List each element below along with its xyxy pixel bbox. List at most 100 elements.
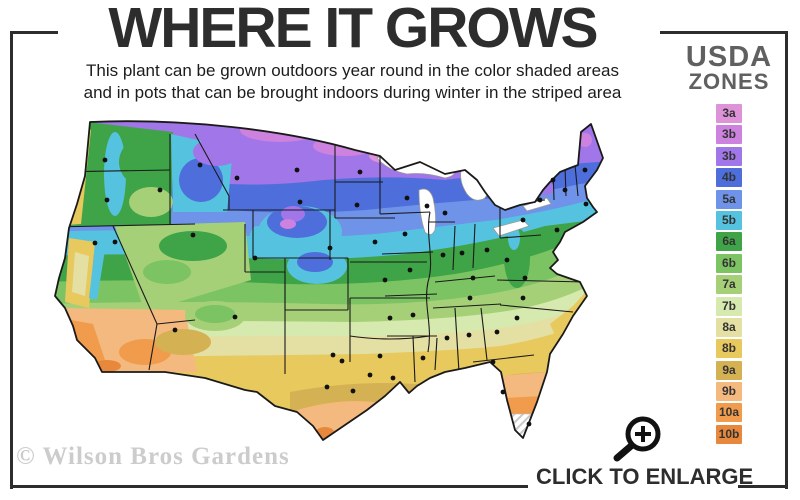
- frame-border-left: [10, 31, 13, 489]
- city-dot: [444, 335, 450, 341]
- city-dot: [583, 201, 589, 207]
- city-dots: [92, 157, 589, 427]
- frame-border-bottom-right: [738, 485, 788, 488]
- city-dot: [232, 314, 238, 320]
- city-dot: [562, 187, 568, 193]
- watermark: © Wilson Bros Gardens: [16, 443, 290, 470]
- city-dot: [470, 275, 476, 281]
- city-dot: [330, 352, 336, 358]
- legend-zone-5b: 5b: [716, 210, 742, 230]
- city-dot: [92, 240, 98, 246]
- legend-zone-6b: 6b: [716, 253, 742, 273]
- zone-patch-co-blue: [297, 252, 333, 272]
- city-dot: [197, 162, 203, 168]
- city-dot: [324, 384, 330, 390]
- city-dot: [339, 358, 345, 364]
- city-dot: [440, 252, 446, 258]
- legend-zone-8b: 8b: [716, 339, 742, 359]
- legend-heading: USDA ZONES: [670, 41, 788, 94]
- city-dot: [442, 210, 448, 216]
- zone-patch-az-rim2: [195, 305, 235, 323]
- city-dot: [520, 217, 526, 223]
- zone-patch-sierra: [89, 246, 105, 300]
- city-dot: [390, 375, 396, 381]
- frame-border-top-right: [660, 31, 788, 34]
- zone-band-9b: [297, 401, 415, 441]
- legend-heading-line2: ZONES: [688, 68, 770, 94]
- city-dot: [459, 250, 465, 256]
- legend-zone-9b: 9b: [716, 382, 742, 402]
- legend-zone-10b: 10b: [716, 424, 742, 444]
- lake-erie: [492, 219, 530, 237]
- city-dot: [466, 332, 472, 338]
- city-dot: [514, 315, 520, 321]
- magnifier-zoom-icon[interactable]: [605, 406, 667, 472]
- legend-zone-8a: 8a: [716, 317, 742, 337]
- city-dot: [172, 327, 178, 333]
- legend-heading-line1: USDA: [685, 41, 773, 73]
- city-dot: [520, 295, 526, 301]
- city-dot: [377, 353, 383, 359]
- legend-zone-6a: 6a: [716, 232, 742, 252]
- city-dot: [522, 275, 528, 281]
- zone-patch-wy-pink: [280, 219, 296, 229]
- city-dot: [252, 255, 258, 261]
- city-dot: [157, 187, 163, 193]
- city-dot: [424, 203, 430, 209]
- city-dot: [582, 167, 588, 173]
- city-dot: [357, 169, 363, 175]
- zone-patch-id-blue: [179, 158, 223, 202]
- zone-patch-ca-valley2: [72, 252, 89, 296]
- city-dot: [537, 197, 543, 203]
- city-dot: [504, 257, 510, 263]
- legend-zone-7b: 7b: [716, 296, 742, 316]
- header: WHERE IT GROWS This plant can be grown o…: [15, 0, 690, 105]
- state-borders: [55, 133, 586, 383]
- frame-border-right: [785, 31, 788, 489]
- zone-patch-fl-peach: [497, 372, 547, 398]
- zone-patch-nv-green2: [143, 260, 191, 284]
- city-dot: [494, 329, 500, 335]
- city-dot: [294, 167, 300, 173]
- city-dot: [372, 239, 378, 245]
- legend-zone-3b: 3b: [716, 125, 742, 145]
- usda-zones-legend: 3a 3b 3b 4b 5a 5b 6a 6b 7a 7b 8a 8b 9a 9b 10a 10b: [716, 104, 742, 446]
- city-dot: [354, 202, 360, 208]
- zone-patch-se-coast: [550, 286, 594, 340]
- city-dot: [234, 175, 240, 181]
- legend-zone-4b: 4b: [716, 168, 742, 188]
- city-dot: [404, 195, 410, 201]
- city-dot: [112, 239, 118, 245]
- city-dot: [190, 232, 196, 238]
- city-dot: [500, 389, 506, 395]
- legend-zone-3b: 3b: [716, 146, 742, 166]
- city-dot: [387, 315, 393, 321]
- legend-zone-9a: 9a: [716, 360, 742, 380]
- city-dot: [104, 197, 110, 203]
- zone-patch-3a: [289, 121, 341, 132]
- page-title: WHERE IT GROWS: [108, 0, 598, 60]
- city-dot: [402, 231, 408, 237]
- city-dot: [382, 277, 388, 283]
- zone-patch-nv-green: [159, 231, 227, 261]
- subtitle-line-1: This plant can be grown outdoors year ro…: [86, 61, 619, 80]
- city-dot: [297, 199, 303, 205]
- legend-zone-7a: 7a: [716, 275, 742, 295]
- city-dot: [526, 421, 532, 427]
- city-dot: [484, 247, 490, 253]
- striped-area-south-florida: [510, 413, 540, 441]
- city-dot: [410, 312, 416, 318]
- frame-border-bottom-left: [10, 485, 528, 488]
- frame-border-top-left: [10, 31, 58, 34]
- zone-patch-id-purple: [193, 138, 241, 166]
- us-zones-map: [54, 120, 604, 441]
- city-dot: [102, 157, 108, 163]
- city-dot: [490, 359, 496, 365]
- subtitle-line-2: and in pots that can be brought indoors …: [83, 83, 622, 103]
- zone-patch-cascades: [104, 132, 126, 216]
- city-dot: [554, 227, 560, 233]
- legend-zone-10a: 10a: [716, 403, 742, 423]
- click-to-enlarge-button[interactable]: CLICK TO ENLARGE: [536, 464, 754, 489]
- city-dot: [467, 295, 473, 301]
- zone-patch-or-east: [129, 187, 173, 217]
